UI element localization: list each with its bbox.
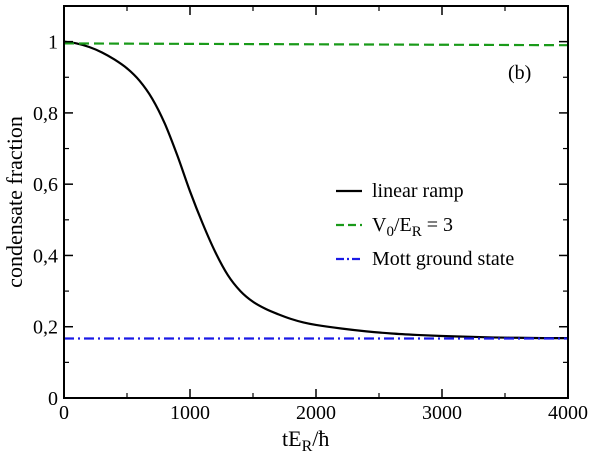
y-tick-label: 0,2: [33, 317, 58, 339]
series-layer: [63, 40, 569, 340]
x-tick-label: 0: [59, 402, 69, 424]
x-axis-title: tER/ħ: [282, 426, 329, 454]
ticks-layer: 0 1000 2000 3000 4000 0 0,2 0,4 0,6 0,8 1: [33, 6, 588, 424]
legend-label: linear ramp: [372, 180, 464, 202]
y-tick-label: 0,4: [33, 245, 58, 267]
legend-label: V0/ER = 3: [372, 214, 453, 240]
legend-label: Mott ground state: [372, 248, 514, 270]
x-tick-label: 1000: [170, 402, 210, 424]
x-axis-title-tail: /ħ: [312, 426, 329, 451]
x-tick-label: 4000: [548, 402, 588, 424]
y-tick-label: 0,6: [33, 174, 58, 196]
x-axis-title-subscript: R: [302, 438, 313, 454]
y-tick-label: 1: [48, 32, 58, 54]
y-tick-label: 0,8: [33, 103, 58, 125]
panel-label: (b): [508, 62, 531, 84]
y-tick-label: 0: [48, 388, 58, 410]
x-tick-label: 3000: [422, 402, 462, 424]
series-line-1: [63, 42, 569, 47]
x-tick-label: 2000: [296, 402, 336, 424]
legend: linear ramp V0/ER = 3 Mott ground state: [336, 180, 514, 270]
series-line-0: [63, 40, 569, 340]
x-axis-title-main: tE: [282, 426, 302, 451]
y-axis-title: condensate fraction: [2, 116, 27, 288]
